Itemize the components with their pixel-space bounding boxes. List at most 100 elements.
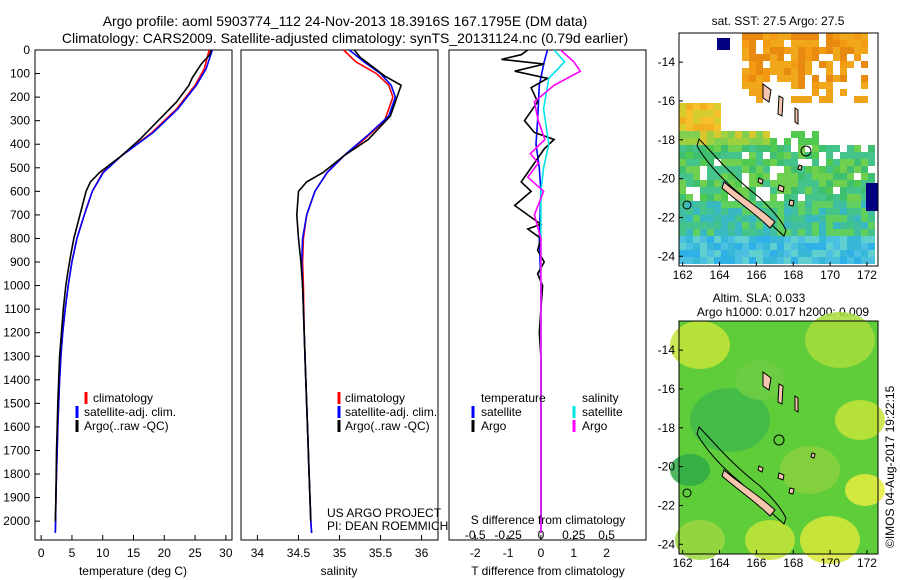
- sst-cell: [868, 145, 875, 152]
- sst-cell: [679, 145, 686, 152]
- pressure-tick-label-17: 1700: [3, 443, 30, 457]
- sst-cell: [791, 159, 798, 166]
- sst-cell: [833, 250, 840, 257]
- sst-cell: [742, 159, 749, 166]
- sst-cell: [742, 33, 749, 40]
- sst-cell: [819, 145, 826, 152]
- sst-cell: [707, 173, 714, 180]
- salinity-legend: climatology satellite-adj. clim. Argo(..…: [337, 391, 437, 433]
- sst-cell: [707, 166, 714, 173]
- sst-cell: [791, 257, 798, 264]
- sst-cell: [742, 68, 749, 75]
- sla-map-frame: [678, 320, 879, 555]
- sst-cell: [812, 236, 819, 243]
- sst-cell: [812, 159, 819, 166]
- sst-cell: [833, 208, 840, 215]
- sst-cell: [812, 194, 819, 201]
- credit-pi: PI: DEAN ROEMMICH: [327, 519, 448, 533]
- sst-cell: [819, 166, 826, 173]
- sst-cell: [700, 124, 707, 131]
- sst-cell: [819, 180, 826, 187]
- sst-cell: [700, 187, 707, 194]
- sst-cell: [805, 250, 812, 257]
- sst-cell: [679, 124, 686, 131]
- sst-cell: [707, 236, 714, 243]
- sst-cell: [847, 173, 854, 180]
- sst-cell: [721, 201, 728, 208]
- sst-heatmap: [679, 33, 878, 264]
- temperature-axis: 0 5 10 15 20 25 30: [38, 535, 233, 560]
- sst-lon-label-2: 166: [746, 268, 766, 282]
- sla-blob: [805, 312, 875, 368]
- sst-cell: [798, 33, 805, 40]
- sst-lon-label-5: 172: [857, 268, 877, 282]
- sst-cell: [777, 68, 784, 75]
- sst-cell: [749, 194, 756, 201]
- sst-cell: [805, 208, 812, 215]
- figure-title-line2: Climatology: CARS2009. Satellite-adjuste…: [62, 30, 628, 46]
- sst-cell: [707, 159, 714, 166]
- sst-cell: [693, 159, 700, 166]
- sst-cell: [861, 243, 868, 250]
- sst-cell: [700, 243, 707, 250]
- sst-cell: [693, 222, 700, 229]
- sla-blob: [800, 516, 860, 564]
- difference-line-2: [540, 49, 566, 533]
- sst-cell: [854, 152, 861, 159]
- sst-cell: [854, 250, 861, 257]
- sst-cell: [861, 222, 868, 229]
- temperature-series: [54, 49, 214, 533]
- sst-cell: [749, 187, 756, 194]
- difference-axis: -2 -1 0 1 2 -0.5 -0.25 0 0.25 0.5: [465, 528, 615, 560]
- sst-cell: [749, 257, 756, 264]
- sst-cell: [714, 229, 721, 236]
- sst-cell: [861, 236, 868, 243]
- sst-cell: [777, 173, 784, 180]
- sst-cell: [847, 47, 854, 54]
- sst-cell: [840, 75, 847, 82]
- sst-cell: [791, 222, 798, 229]
- sst-cell: [679, 215, 686, 222]
- sst-cell: [798, 180, 805, 187]
- sst-cell: [693, 124, 700, 131]
- sst-cell: [833, 40, 840, 47]
- sst-cell: [861, 47, 868, 54]
- sst-cell: [777, 40, 784, 47]
- sst-cell: [840, 61, 847, 68]
- sst-cell: [770, 47, 777, 54]
- sst-cell: [854, 159, 861, 166]
- sst-cell: [819, 236, 826, 243]
- sst-cell: [721, 222, 728, 229]
- sst-cell: [868, 250, 875, 257]
- sst-cell: [749, 166, 756, 173]
- sst-cell: [721, 257, 728, 264]
- sst-cell: [826, 152, 833, 159]
- sst-cell: [833, 194, 840, 201]
- sst-cell: [777, 75, 784, 82]
- sst-cell: [686, 117, 693, 124]
- pressure-tick-label-11: 1100: [4, 302, 30, 316]
- temperature-plot-frame: [34, 49, 233, 541]
- sst-cell: [679, 110, 686, 117]
- sst-cell: [791, 68, 798, 75]
- sst-cell: [819, 82, 826, 89]
- sst-cell: [833, 47, 840, 54]
- sst-lat-label-4: -22: [658, 210, 676, 224]
- sst-cell: [763, 243, 770, 250]
- sst-cell: [784, 166, 791, 173]
- sst-cell: [756, 250, 763, 257]
- sst-cell: [728, 180, 735, 187]
- sst-cell: [854, 47, 861, 54]
- sst-cell: [847, 201, 854, 208]
- sst-cell: [714, 131, 721, 138]
- sst-cell: [840, 250, 847, 257]
- sst-cell: [763, 47, 770, 54]
- sst-cell: [812, 166, 819, 173]
- temperature-legend: climatology satellite-adj. clim. Argo(..…: [75, 391, 176, 433]
- sst-cell: [707, 187, 714, 194]
- sst-cell: [791, 215, 798, 222]
- sst-cell: [798, 208, 805, 215]
- sla-lon-label-5: 172: [857, 556, 877, 570]
- sst-cell: [798, 96, 805, 103]
- sst-cell: [868, 243, 875, 250]
